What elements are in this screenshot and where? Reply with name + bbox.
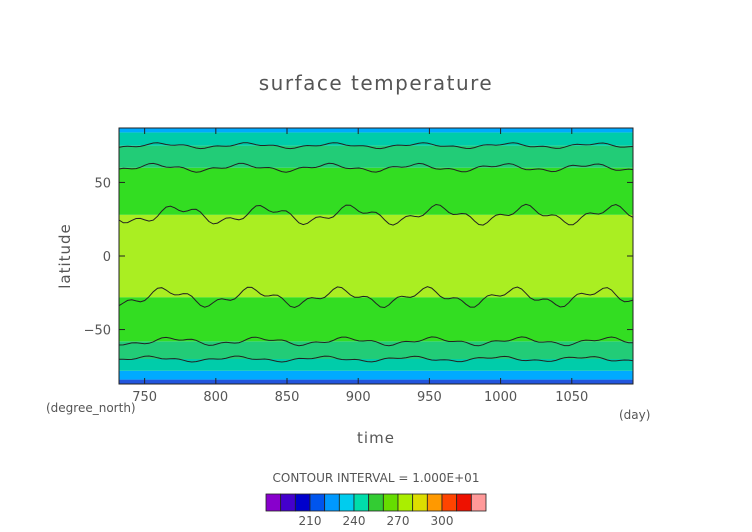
- colorbar-swatch: [456, 493, 472, 512]
- y-axis: 50 0 −50: [84, 176, 633, 339]
- contour-band: [119, 128, 633, 133]
- y-tick-label: −50: [84, 324, 111, 339]
- x-axis: 750 800 850 900 950 1000 1050: [132, 128, 588, 405]
- colorbar-tick-label: 210: [299, 514, 322, 528]
- y-axis-label: latitude: [56, 223, 74, 289]
- colorbar-swatch: [353, 493, 370, 512]
- contour-band: [119, 214, 633, 298]
- x-tick-label: 900: [346, 390, 371, 405]
- colorbar-swatch: [426, 493, 443, 512]
- colorbar-tick-label: 240: [343, 514, 366, 528]
- x-tick-label: 1050: [555, 390, 588, 405]
- colorbar-swatch: [338, 493, 355, 512]
- colorbar-swatch: [441, 493, 458, 512]
- x-tick-label: 850: [275, 390, 300, 405]
- colorbar-swatch: [280, 493, 296, 512]
- contour-line: [118, 336, 633, 347]
- contour-band: [119, 145, 633, 168]
- x-tick-label: 750: [132, 390, 157, 405]
- contour-band: [119, 297, 633, 342]
- colorbar-swatch: [265, 493, 282, 512]
- contour-line: [118, 355, 634, 363]
- colorbar-swatch: [324, 493, 340, 512]
- contour-band: [119, 167, 633, 215]
- colorbar-tick-label: 270: [387, 514, 410, 528]
- colorbar-swatch: [309, 493, 326, 512]
- contour-band: [119, 358, 633, 371]
- colorbar-tick-label: 300: [431, 514, 454, 528]
- colorbar: 210 240 270 300: [265, 493, 487, 528]
- y-tick-label: 50: [94, 176, 111, 191]
- colorbar-swatch: [412, 493, 428, 512]
- x-tick-label: 800: [203, 390, 228, 405]
- colorbar-swatch: [382, 493, 399, 512]
- colorbar-swatch: [397, 493, 414, 512]
- contour-band: [119, 341, 633, 359]
- y-axis-unit: (degree_north): [46, 401, 136, 415]
- x-tick-label: 1000: [484, 390, 517, 405]
- x-tick-label: 950: [417, 390, 442, 405]
- contour-band: [119, 132, 633, 146]
- contour-line: [118, 286, 634, 309]
- colorbar-swatch: [294, 493, 311, 512]
- colorbar-swatch: [368, 493, 384, 512]
- contour-field: [119, 128, 633, 384]
- contour-interval-label: CONTOUR INTERVAL = 1.000E+01: [273, 471, 480, 485]
- y-tick-label: 0: [103, 250, 111, 265]
- contour-line: [118, 142, 634, 150]
- x-axis-label: time: [357, 429, 395, 447]
- colorbar-swatch: [470, 493, 487, 512]
- contour-lines: [118, 142, 634, 363]
- contour-line: [118, 162, 634, 173]
- contour-band: [119, 379, 633, 384]
- chart-title: surface temperature: [259, 71, 494, 95]
- contour-line: [118, 203, 634, 226]
- contour-band: [119, 370, 633, 380]
- x-axis-unit: (day): [619, 408, 650, 422]
